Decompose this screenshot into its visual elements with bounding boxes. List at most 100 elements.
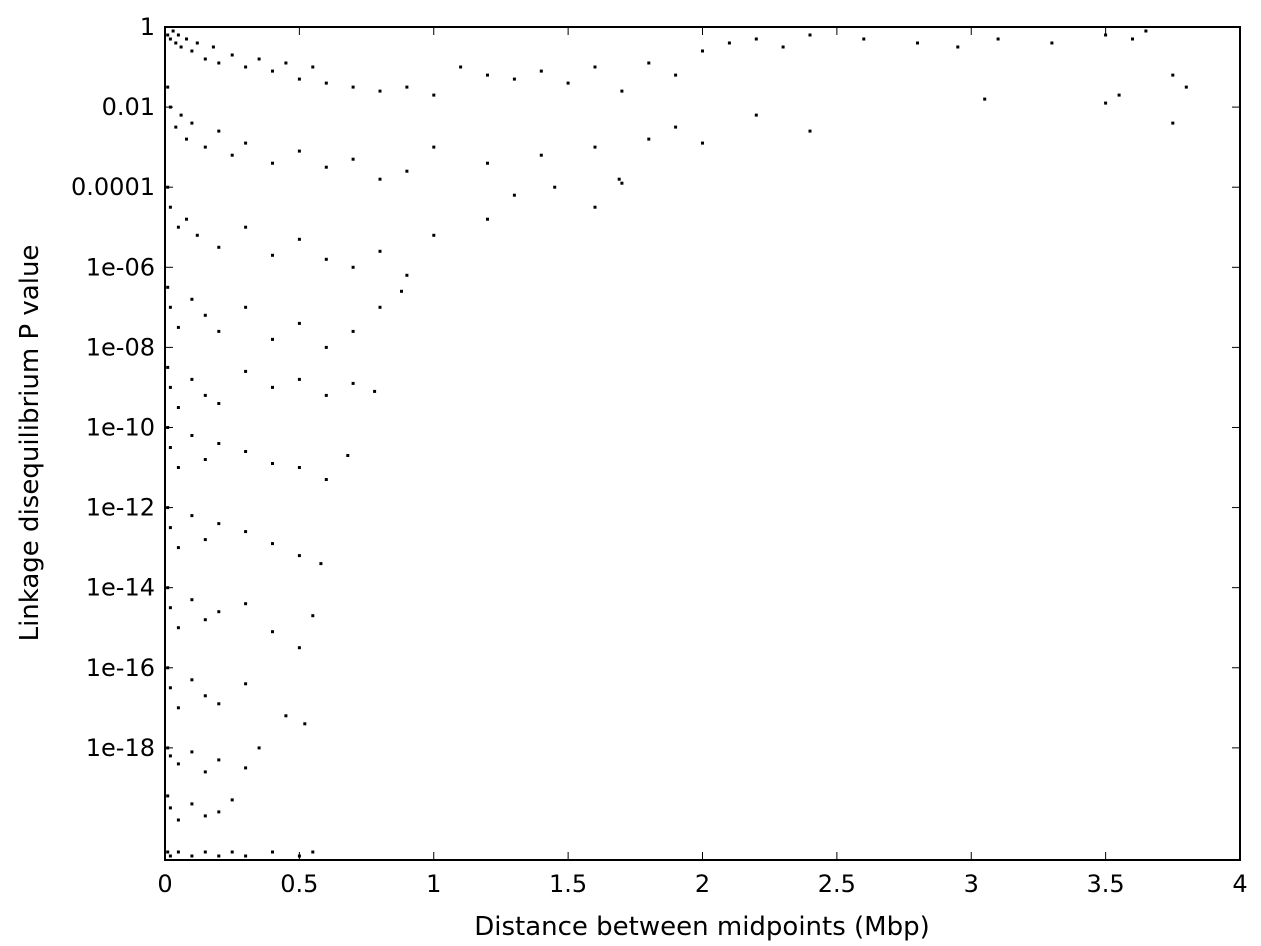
data-point — [284, 61, 288, 65]
x-axis: 0 0.5 1 1.5 2 2.5 3 3.5 4 — [157, 27, 1248, 898]
data-point — [647, 137, 651, 141]
x-tick-label: 2 — [695, 870, 710, 898]
data-point — [195, 41, 199, 45]
data-point — [351, 381, 355, 385]
y-axis: 1 0.01 0.0001 1e-06 1e-08 1e-10 1e-12 1e-14 1e-1… — [71, 13, 1240, 762]
data-point — [297, 377, 301, 381]
x-tick-label: 1 — [426, 870, 441, 898]
data-point — [378, 177, 382, 181]
data-point — [217, 442, 221, 445]
data-point — [1171, 121, 1175, 125]
data-point — [1117, 93, 1121, 97]
data-point — [244, 141, 248, 145]
data-point — [373, 389, 377, 393]
data-point — [176, 850, 180, 854]
data-point — [432, 93, 436, 97]
x-tick-label: 0 — [157, 870, 172, 898]
data-point — [190, 750, 194, 754]
data-point — [176, 626, 180, 630]
data-point — [203, 618, 207, 622]
data-point — [1144, 29, 1148, 33]
data-point — [190, 802, 194, 806]
data-point — [297, 554, 301, 558]
data-point — [271, 69, 274, 73]
data-point — [190, 49, 194, 53]
data-point — [378, 249, 382, 253]
data-point — [217, 245, 221, 249]
x-tick-label: 2.5 — [818, 870, 856, 898]
data-point — [297, 149, 301, 153]
data-point — [217, 854, 221, 858]
data-point — [203, 538, 207, 542]
data-point — [486, 217, 489, 221]
data-point — [271, 385, 274, 389]
x-tick-label: 0.5 — [280, 870, 318, 898]
data-point — [983, 97, 987, 101]
data-point — [203, 694, 207, 698]
data-point — [297, 237, 301, 241]
x-tick-label: 3.5 — [1087, 870, 1125, 898]
data-point — [808, 129, 812, 133]
data-point — [297, 466, 301, 469]
data-point — [405, 273, 409, 277]
data-point — [166, 33, 170, 37]
data-point — [311, 850, 315, 854]
y-tick-label: 1e-14 — [86, 574, 155, 602]
data-point — [166, 285, 170, 289]
data-point — [324, 345, 328, 349]
data-point — [701, 49, 704, 53]
data-point — [168, 754, 172, 758]
data-point — [217, 610, 221, 614]
data-point — [647, 61, 651, 65]
data-point — [174, 125, 178, 129]
data-point — [553, 185, 557, 189]
data-point — [566, 81, 570, 85]
data-point — [168, 305, 172, 309]
data-point — [168, 606, 172, 610]
data-point — [486, 73, 489, 77]
data-point — [512, 193, 516, 197]
data-point — [539, 69, 543, 73]
data-point — [217, 702, 221, 706]
data-point — [217, 522, 221, 526]
data-point — [754, 37, 758, 41]
data-point — [617, 177, 621, 181]
data-point — [195, 233, 199, 237]
data-point — [1184, 85, 1188, 89]
data-point — [179, 45, 183, 49]
data-point — [176, 762, 180, 766]
data-point — [378, 89, 382, 93]
y-tick-label: 1e-08 — [86, 333, 155, 361]
data-point — [176, 406, 180, 409]
data-point — [539, 153, 543, 157]
data-point — [190, 121, 194, 125]
data-point — [244, 766, 248, 770]
data-point — [176, 546, 180, 550]
data-point — [593, 145, 597, 149]
data-point — [203, 458, 207, 461]
data-point — [190, 678, 194, 682]
data-point — [176, 466, 180, 469]
data-point — [217, 61, 221, 65]
data-point — [168, 806, 172, 810]
data-point — [174, 41, 178, 45]
data-point — [203, 57, 207, 61]
data-point — [176, 225, 180, 229]
data-point — [244, 602, 248, 606]
points-layer — [166, 29, 1188, 858]
data-point — [405, 169, 409, 173]
x-tick-label: 4 — [1232, 870, 1247, 898]
data-point — [271, 462, 274, 465]
data-point — [1104, 101, 1108, 105]
data-point — [257, 57, 261, 61]
data-point — [244, 450, 248, 453]
data-point — [217, 758, 221, 762]
data-point — [674, 73, 678, 77]
data-point — [271, 630, 274, 634]
data-point — [674, 125, 678, 129]
data-point — [203, 145, 207, 149]
data-point — [432, 233, 436, 237]
data-point — [244, 305, 248, 309]
data-point — [297, 77, 301, 81]
